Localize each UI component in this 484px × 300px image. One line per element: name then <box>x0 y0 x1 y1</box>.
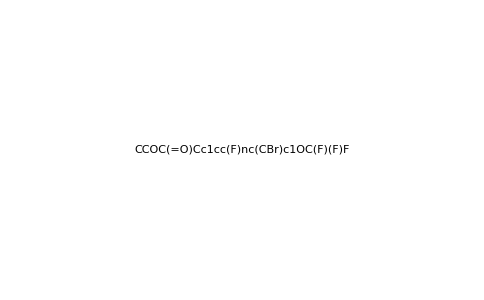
Text: CCOC(=O)Cc1cc(F)nc(CBr)c1OC(F)(F)F: CCOC(=O)Cc1cc(F)nc(CBr)c1OC(F)(F)F <box>135 145 349 155</box>
